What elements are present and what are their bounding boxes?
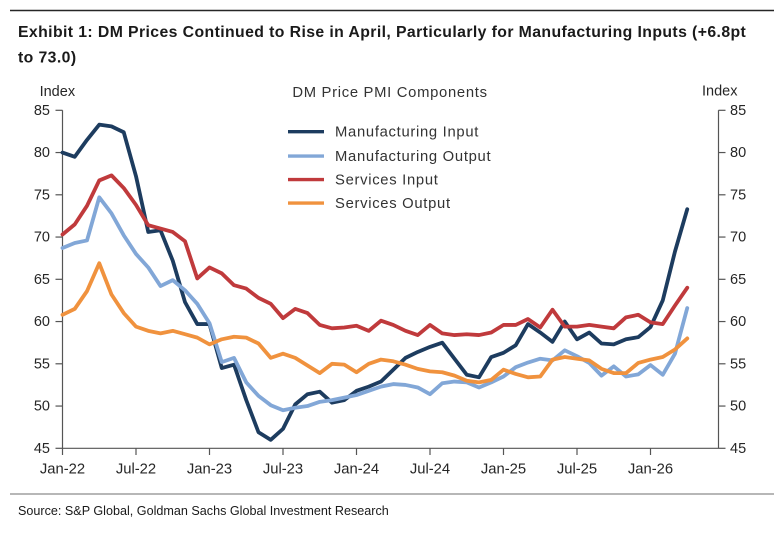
svg-text:Jul-24: Jul-24 (410, 462, 450, 478)
svg-text:Jan-24: Jan-24 (334, 462, 379, 478)
svg-text:50: 50 (730, 399, 746, 415)
svg-text:Index: Index (702, 84, 738, 100)
svg-text:70: 70 (34, 230, 50, 246)
svg-text:DM Price PMI Components: DM Price PMI Components (292, 85, 487, 101)
svg-text:Jul-25: Jul-25 (557, 462, 597, 478)
svg-text:to 73.0): to 73.0) (18, 50, 77, 67)
svg-text:Services Output: Services Output (335, 196, 451, 212)
svg-text:75: 75 (34, 187, 50, 203)
svg-text:Jan-23: Jan-23 (187, 462, 232, 478)
svg-text:85: 85 (730, 103, 746, 119)
svg-text:85: 85 (34, 103, 50, 119)
svg-text:55: 55 (34, 356, 50, 372)
svg-text:80: 80 (730, 145, 746, 161)
svg-text:Manufacturing Input: Manufacturing Input (335, 125, 479, 141)
svg-text:60: 60 (730, 314, 746, 330)
svg-text:65: 65 (34, 272, 50, 288)
svg-text:65: 65 (730, 272, 746, 288)
svg-text:45: 45 (34, 441, 50, 457)
svg-text:70: 70 (730, 230, 746, 246)
svg-text:Services Input: Services Input (335, 172, 439, 188)
svg-text:80: 80 (34, 145, 50, 161)
svg-text:45: 45 (730, 441, 746, 457)
svg-text:60: 60 (34, 314, 50, 330)
svg-text:Source: S&P Global, Goldman Sa: Source: S&P Global, Goldman Sachs Global… (18, 504, 389, 518)
svg-text:Manufacturing Output: Manufacturing Output (335, 149, 491, 165)
svg-text:50: 50 (34, 399, 50, 415)
svg-text:Jan-22: Jan-22 (40, 462, 85, 478)
svg-text:Jul-22: Jul-22 (116, 462, 156, 478)
svg-text:Exhibit 1: DM Prices Continued: Exhibit 1: DM Prices Continued to Rise i… (18, 24, 747, 41)
svg-text:Jan-26: Jan-26 (628, 462, 673, 478)
svg-text:75: 75 (730, 187, 746, 203)
svg-text:Jul-23: Jul-23 (263, 462, 303, 478)
svg-text:Index: Index (40, 84, 76, 100)
svg-text:Jan-25: Jan-25 (481, 462, 526, 478)
svg-text:55: 55 (730, 356, 746, 372)
